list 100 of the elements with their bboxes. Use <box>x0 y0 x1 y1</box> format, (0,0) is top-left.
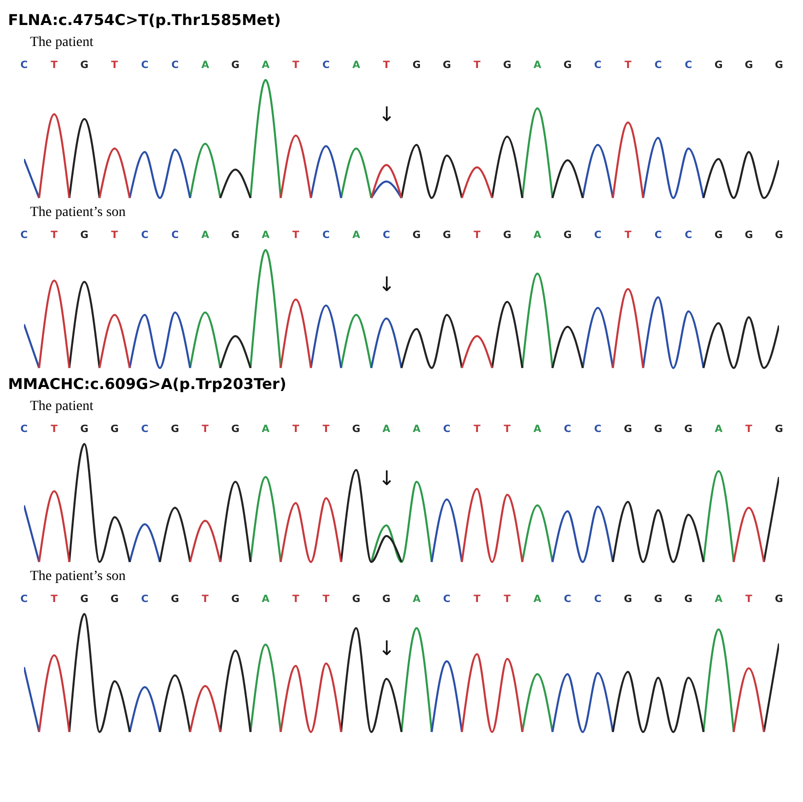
x-tick-label: T <box>50 60 58 71</box>
x-tick-label: C <box>171 60 179 71</box>
x-tick-label: T <box>474 594 481 605</box>
x-tick-label: G <box>714 230 723 241</box>
x-tick-label: A <box>382 424 391 435</box>
x-tick-label: C <box>654 60 662 71</box>
x-tick-label: C <box>594 594 602 605</box>
x-tick-label: C <box>443 594 450 605</box>
x-tick-label: G <box>442 60 451 71</box>
x-tick-label: A <box>412 594 421 605</box>
annotation: ↓ <box>378 102 396 126</box>
x-tick-label: T <box>474 424 481 435</box>
x-tick-label: T <box>322 594 330 605</box>
x-tick-label: G <box>170 424 180 435</box>
x-tick-label: T <box>111 230 118 241</box>
x-tick-label: T <box>322 424 330 435</box>
x-tick-label: T <box>624 230 632 241</box>
x-tick-label: G <box>654 594 662 605</box>
x-tick-label: C <box>594 230 602 241</box>
x-tick-label: A <box>262 424 270 435</box>
x-tick-label: C <box>443 424 450 435</box>
x-tick-label: C <box>382 230 390 241</box>
x-tick-label: A <box>412 424 421 435</box>
x-tick-label: C <box>141 424 148 435</box>
x-tick-label: G <box>80 60 89 71</box>
x-tick-label: A <box>534 60 542 71</box>
x-tick-label: A <box>201 230 210 241</box>
x-tick-label: A <box>534 230 542 241</box>
x-tick-label: G <box>654 424 662 435</box>
x-tick-label: G <box>231 424 240 435</box>
x-tick-label: T <box>382 60 390 71</box>
chart-subtitle: The patient <box>29 398 94 416</box>
x-tick-label: C <box>594 60 602 71</box>
x-tick-label: G <box>684 424 693 435</box>
x-tick-label: T <box>292 594 300 605</box>
x-tick-label: A <box>714 594 723 605</box>
x-tick-label: T <box>111 60 118 71</box>
x-tick-label: T <box>50 230 58 241</box>
x-tick-label: C <box>684 60 692 71</box>
x-tick-label: T <box>202 424 209 435</box>
x-tick-label: C <box>20 424 28 435</box>
x-tick-label: A <box>262 594 270 605</box>
x-tick-label: A <box>201 60 210 71</box>
x-tick-label: T <box>474 60 481 71</box>
x-tick-label: G <box>80 594 89 605</box>
x-tick-label: G <box>110 424 119 435</box>
x-tick-label: C <box>564 424 572 435</box>
x-tick-label: G <box>231 594 240 605</box>
x-tick-label: T <box>50 424 58 435</box>
x-tick-label: G <box>624 594 632 605</box>
x-tick-label: G <box>80 230 89 241</box>
x-tick-label: T <box>292 230 300 241</box>
x-tick-label: C <box>141 230 148 241</box>
x-tick-label: G <box>382 594 391 605</box>
x-tick-label: G <box>684 594 693 605</box>
x-tick-label: G <box>774 60 784 71</box>
x-tick-label: G <box>774 230 784 241</box>
x-tick-label: G <box>744 60 753 71</box>
x-tick-label: G <box>412 230 421 241</box>
annotation: ↓ <box>378 466 396 490</box>
chart-title: FLNA:c.4754C>T(p.Thr1585Met) <box>8 10 282 31</box>
x-tick-label: G <box>170 594 180 605</box>
x-tick-label: A <box>534 424 542 435</box>
x-tick-label: T <box>745 594 752 605</box>
x-tick-label: A <box>262 60 270 71</box>
x-tick-label: C <box>171 230 179 241</box>
x-tick-label: C <box>141 60 148 71</box>
x-tick-label: G <box>774 424 784 435</box>
x-tick-label: C <box>322 60 330 71</box>
x-tick-label: G <box>352 594 360 605</box>
x-tick-label: T <box>624 60 632 71</box>
x-tick-label: G <box>110 594 119 605</box>
x-tick-label: T <box>745 424 752 435</box>
x-tick-label: G <box>412 60 421 71</box>
x-tick-label: G <box>442 230 451 241</box>
x-tick-label: T <box>504 594 511 605</box>
x-tick-label: G <box>231 60 240 71</box>
chart-subtitle: The patient <box>29 34 94 52</box>
x-tick-label: G <box>624 424 632 435</box>
x-tick-label: G <box>563 230 572 241</box>
x-tick-label: T <box>474 230 481 241</box>
annotation: ↓ <box>378 272 396 296</box>
x-tick-label: G <box>80 424 89 435</box>
x-tick-label: A <box>714 424 723 435</box>
x-tick-label: G <box>231 230 240 241</box>
x-tick-label: T <box>202 594 209 605</box>
chart-subtitle: The patient’s son <box>29 568 127 586</box>
x-tick-label: T <box>292 60 300 71</box>
x-tick-label: C <box>322 230 330 241</box>
chart-subtitle: The patient’s son <box>29 204 127 222</box>
x-tick-label: C <box>20 60 28 71</box>
x-tick-label: G <box>774 594 784 605</box>
x-tick-label: T <box>292 424 300 435</box>
x-tick-label: A <box>534 594 542 605</box>
x-tick-label: T <box>50 594 58 605</box>
x-tick-label: G <box>714 60 723 71</box>
x-tick-label: G <box>503 230 512 241</box>
x-tick-label: G <box>503 60 512 71</box>
x-tick-label: T <box>504 424 511 435</box>
chart-title: MMACHC:c.609G>A(p.Trp203Ter) <box>8 374 288 395</box>
